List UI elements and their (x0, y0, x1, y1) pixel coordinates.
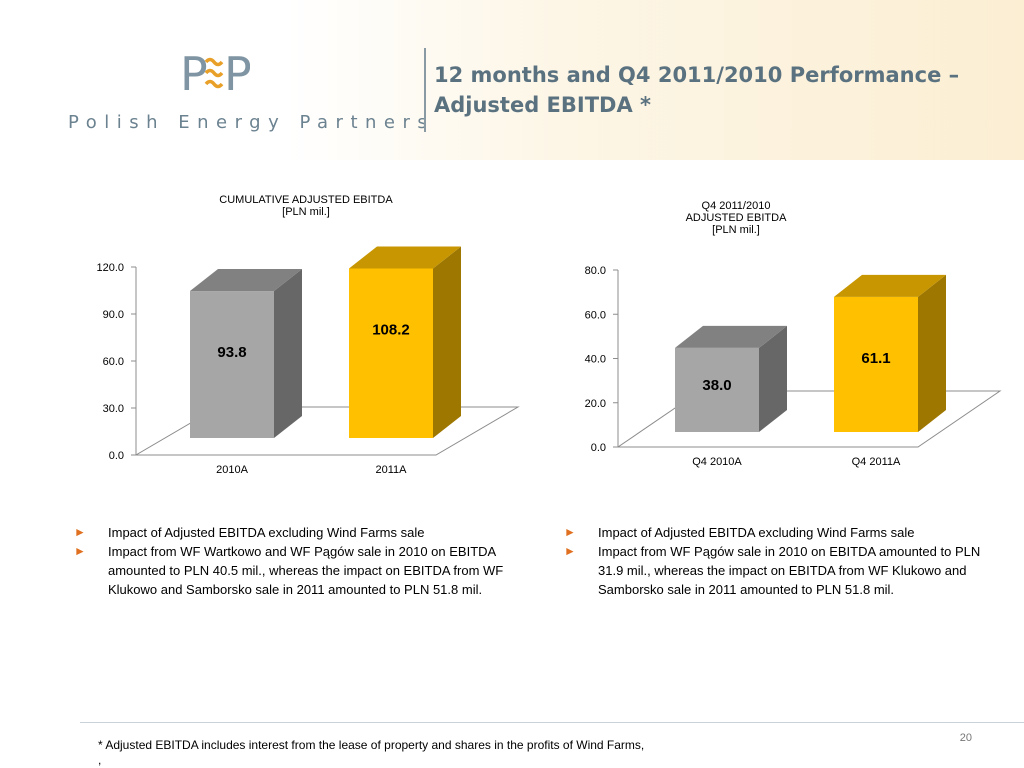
note-text: Impact from WF Wartkowo and WF Pągów sal… (108, 544, 504, 597)
title-divider (424, 48, 426, 132)
notes-left: ► Impact of Adjusted EBITDA excluding Win… (72, 523, 512, 599)
chart-2-y-tick-label: 0.0 (591, 442, 606, 454)
note-item: ► Impact from WF Pągów sale in 2010 on EB… (562, 542, 982, 599)
logo-wave-1 (204, 57, 224, 67)
chart-1-title-line: [PLN mil.] (282, 206, 330, 218)
chart-1-y-tick-label: 30.0 (103, 403, 124, 415)
chart-2-title-line: [PLN mil.] (712, 224, 760, 236)
chart-2-y-tick-label: 20.0 (585, 398, 606, 410)
note-item: ► Impact from WF Wartkowo and WF Pągów sa… (72, 542, 512, 599)
note-item: ► Impact of Adjusted EBITDA excluding Win… (562, 523, 982, 542)
chart-1-y-tick-label: 60.0 (103, 356, 124, 368)
chart-1-bar-front (349, 268, 433, 438)
bullet-arrow-icon: ► (74, 544, 86, 558)
chart-2-x-tick-label: Q4 2011A (852, 456, 901, 468)
chart-2-y-tick-label: 40.0 (585, 354, 606, 366)
chart-1-y-tick-label: 120.0 (96, 262, 124, 274)
chart-1-y-tick-label: 90.0 (103, 309, 124, 321)
bullet-arrow-icon: ► (564, 544, 576, 558)
chart-1-title-line: CUMULATIVE ADJUSTED EBITDA (219, 194, 393, 206)
footer-divider (80, 722, 1024, 723)
chart-1-bar-side (274, 269, 302, 438)
notes-right: ► Impact of Adjusted EBITDA excluding Win… (562, 523, 982, 599)
chart-1-bar-side (433, 246, 461, 438)
chart-1-x-tick-label: 2010A (216, 464, 248, 476)
chart-2-bar-side (918, 274, 946, 432)
chart-2-y-tick-label: 80.0 (585, 265, 606, 277)
chart-2-data-label: 61.1 (861, 350, 890, 367)
note-item: ► Impact of Adjusted EBITDA excluding Win… (72, 523, 512, 542)
chart-1-title: CUMULATIVE ADJUSTED EBITDA [PLN mil.] (196, 194, 416, 218)
logo-letter-p1: P (180, 47, 208, 98)
logo-wave-3 (204, 79, 224, 89)
chart-2-bar-front (834, 296, 918, 432)
chart-1-bar-top (349, 246, 461, 269)
chart-1-bar-top (190, 269, 302, 292)
logo-wordmark: Polish Energy Partners (68, 112, 435, 133)
chart-2-bar-top (834, 274, 946, 297)
charts-canvas: 0.0 30.0 60.0 90.0 120.0 93.8 2010A 108.2 2011A 0… (96, 246, 1002, 476)
note-text: Impact of Adjusted EBITDA excluding Wind… (108, 525, 425, 540)
chart-2-data-label: 38.0 (702, 377, 731, 394)
chart-1-x-tick-label: 2011A (376, 464, 408, 476)
header-band (0, 0, 1024, 160)
chart-1-data-label: 93.8 (217, 344, 246, 361)
bullet-arrow-icon: ► (564, 525, 576, 539)
chart-2-bar-top (675, 325, 787, 348)
note-text: Impact from WF Pągów sale in 2010 on EBI… (598, 544, 981, 597)
chart-2-title: Q4 2011/2010 ADJUSTED EBITDA [PLN mil.] (636, 200, 836, 236)
slide-title: 12 months and Q4 2011/2010 Performance –… (434, 63, 960, 117)
note-text: Impact of Adjusted EBITDA excluding Wind… (598, 525, 915, 540)
chart-1-bar-front (190, 291, 274, 438)
chart-2-x-tick-label: Q4 2010A (692, 456, 742, 468)
page-number: 20 (959, 732, 972, 744)
company-logo: P P Polish Energy Partners (60, 38, 427, 138)
chart-2-y-tick-label: 60.0 (585, 309, 606, 321)
chart-1-data-label: 108.2 (372, 321, 410, 338)
logo-wave-2 (204, 68, 224, 78)
logo-letter-p2: P (224, 47, 250, 98)
chart-2-bar-side (759, 325, 787, 432)
chart-1-y-tick-label: 0.0 (109, 450, 124, 462)
bullet-arrow-icon: ► (74, 525, 86, 539)
chart-2-title-line: Q4 2011/2010 (701, 200, 771, 212)
chart-2-title-line: ADJUSTED EBITDA (685, 212, 787, 224)
footnote-continuation: , (98, 753, 102, 767)
chart-2-bar-front (675, 347, 759, 432)
footnote: * Adjusted EBITDA includes interest from… (98, 738, 645, 752)
pep-logo-mark: P P (180, 47, 250, 98)
